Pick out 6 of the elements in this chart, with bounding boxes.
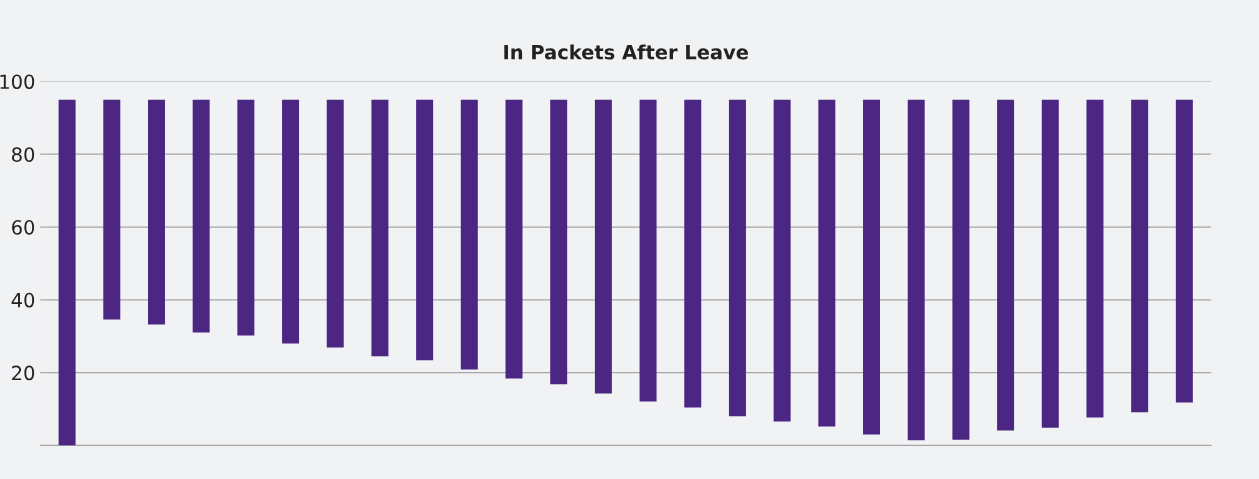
y-tick-label: 60 <box>12 220 35 235</box>
y-tick-label: 80 <box>12 147 35 162</box>
y-tick-label: 100 <box>0 74 35 90</box>
chart-title: In Packets After Leave <box>504 44 748 60</box>
y-tick-label: 20 <box>12 365 35 381</box>
y-tick-label: 40 <box>11 292 35 308</box>
